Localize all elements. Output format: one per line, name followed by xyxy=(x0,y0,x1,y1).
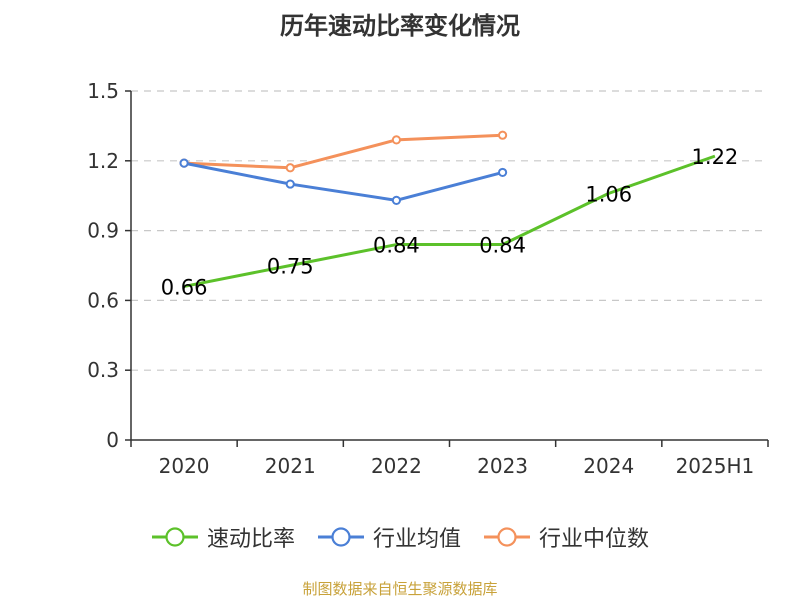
series-point-1 xyxy=(497,167,508,178)
series-point-1 xyxy=(179,158,189,168)
y-tick-label: 0.6 xyxy=(87,288,119,312)
x-tick-label: 2022 xyxy=(371,454,422,478)
legend-label: 行业中位数 xyxy=(539,527,650,552)
legend-line-circle-icon xyxy=(317,527,364,547)
legend-item-1[interactable]: 行业均值 xyxy=(317,521,461,553)
x-tick-label: 2020 xyxy=(159,454,210,478)
series-line-1 xyxy=(183,161,503,202)
data-labels: 0.66 0.75 0.84 0.84 1.06 1.22 xyxy=(161,145,739,299)
series-line-2 xyxy=(184,133,503,170)
y-tick-label: 1.5 xyxy=(87,79,119,103)
legend: 速动比率 行业均值 行业中位数 xyxy=(0,519,800,555)
x-tick-label: 2021 xyxy=(265,454,316,478)
legend-line-circle-icon xyxy=(484,527,530,547)
y-tick-label: 1.2 xyxy=(87,149,119,173)
grid-lines xyxy=(131,90,768,371)
data-label: 0.84 xyxy=(373,234,420,258)
data-label: 0.84 xyxy=(479,234,526,258)
legend-line-circle-icon xyxy=(151,527,198,547)
series-point-1 xyxy=(391,195,402,205)
legend-item-0[interactable]: 速动比率 xyxy=(151,521,295,553)
y-tick-label: 0.3 xyxy=(87,358,119,382)
x-tick-label: 2023 xyxy=(477,454,528,478)
y-tick-label: 0.9 xyxy=(87,219,119,243)
data-label: 1.06 xyxy=(585,182,632,206)
series-point-2 xyxy=(391,135,402,145)
series-line-0 xyxy=(183,154,716,288)
data-label: 1.22 xyxy=(692,145,739,169)
legend-item-2[interactable]: 行业中位数 xyxy=(483,521,649,553)
series-point-2 xyxy=(285,163,295,173)
series-lines xyxy=(179,130,716,288)
legend-label: 速动比率 xyxy=(206,527,295,552)
chart-title: 历年速动比率变化情况 xyxy=(280,12,520,40)
legend-label: 行业均值 xyxy=(372,527,461,552)
series-point-2 xyxy=(497,130,508,140)
x-tick-label: 2024 xyxy=(583,454,634,478)
data-label: 0.75 xyxy=(267,255,314,279)
x-tick-label: 2025H1 xyxy=(676,454,755,478)
series-point-1 xyxy=(285,179,295,189)
axes: 0 0.3 0.6 0.9 1.2 1.5 2020 2021 2022 2023 2024 2025… xyxy=(87,79,769,478)
y-tick-label: 0 xyxy=(106,428,119,452)
data-label: 0.66 xyxy=(161,275,208,299)
source-note: 制图数据来自恒生聚源数据库 xyxy=(302,580,498,598)
